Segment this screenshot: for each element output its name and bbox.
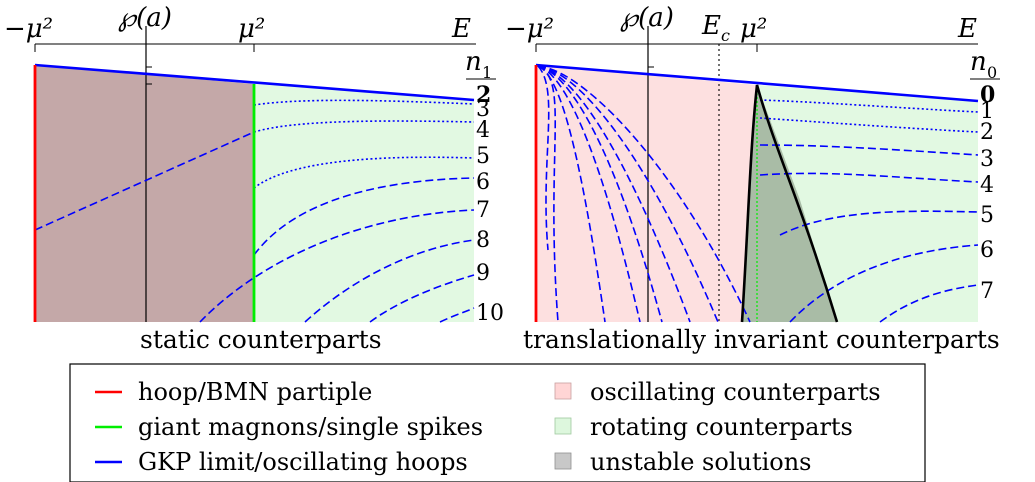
curve-n10: [439, 307, 475, 323]
fan-curve: [537, 65, 559, 323]
right-panel: −μ² ℘(a) E c μ² E n 0 0 1 2 3 4 5 6 7 tr…: [505, 3, 1000, 354]
oscillating-region: [536, 65, 757, 322]
legend-green-patch: [554, 417, 572, 435]
n-label: 7: [980, 279, 994, 304]
left-panel: −μ² ℘(a) μ² E n 1 2 3 4 5 6 7 8 9 10 sta…: [4, 3, 504, 354]
rotating-region: [254, 84, 474, 322]
label-n-sub-left: 1: [482, 63, 492, 82]
legend-gray-patch: [554, 452, 572, 470]
fan-curve: [537, 65, 663, 323]
curve-n9: [369, 274, 475, 323]
n-label: 8: [476, 228, 490, 253]
curve-n4: [253, 120, 475, 133]
caption-right: translationally invariant counterparts: [523, 325, 1000, 354]
label-Ec: E: [701, 11, 721, 41]
label-n-sub-right: 0: [987, 63, 997, 82]
curve-n5: [779, 210, 979, 236]
legend-giant-magnon-label: giant magnons/single spikes: [138, 413, 483, 441]
static-region: [35, 65, 254, 322]
legend: hoop/BMN partiple giant magnons/single s…: [69, 363, 926, 482]
label-neg-mu2-right: −μ²: [505, 14, 554, 44]
fan-curve: [537, 65, 691, 323]
curve-n3: [759, 144, 979, 156]
legend-unstable-label: unstable solutions: [590, 448, 812, 476]
n-label: 7: [476, 198, 490, 223]
legend-oscillating-label: oscillating counterparts: [590, 378, 881, 406]
label-neg-mu2-left: −μ²: [4, 14, 53, 44]
label-n-right: n: [970, 47, 987, 77]
n-label: 2: [476, 82, 491, 108]
label-wp-a-right: ℘(a): [620, 3, 674, 33]
curve-n3: [253, 99, 475, 106]
n-label: 3: [980, 147, 994, 172]
n-label: 0: [980, 82, 995, 108]
legend-gkp-label: GKP limit/oscillating hoops: [138, 448, 468, 476]
label-n-left: n: [465, 47, 482, 77]
fan-curve: [537, 65, 719, 323]
left-n-labels: 2 3 4 5 6 7 8 9 10: [476, 82, 504, 326]
n-label: 9: [476, 261, 490, 286]
label-E-right: E: [957, 14, 977, 44]
legend-pink-swatch: [554, 382, 572, 400]
n-label: 4: [476, 118, 490, 143]
gkp-line-right: [535, 63, 979, 103]
n-label: 5: [980, 203, 994, 228]
caption-left: static counterparts: [140, 325, 382, 354]
curve-n8: [304, 239, 475, 323]
curve-n5: [253, 156, 475, 189]
curve-n6: [789, 244, 979, 323]
curve-n7: [199, 209, 475, 323]
curve-n7: [879, 284, 979, 323]
fan-curve: [537, 65, 641, 323]
unstable-boundary: [740, 84, 839, 323]
curve-n6: [253, 177, 475, 256]
n-label: 5: [476, 144, 490, 169]
legend-hoop-label: hoop/BMN partiple: [138, 378, 372, 406]
left-curves: [34, 99, 475, 323]
label-wp-a-left: ℘(a): [118, 3, 172, 33]
label-mu2-right: μ²: [740, 14, 767, 44]
curve-n2: [759, 117, 979, 133]
curve-n1: [759, 99, 979, 113]
label-E-left: E: [451, 14, 471, 44]
legend-rotating-label: rotating counterparts: [590, 413, 853, 441]
n-label: 4: [980, 173, 994, 198]
n-label: 10: [476, 301, 504, 326]
fan-curve: [537, 65, 751, 323]
n-label: 3: [476, 97, 490, 122]
n-label: 6: [980, 238, 994, 263]
fan-curve: [537, 65, 606, 323]
n-label: 1: [980, 99, 994, 124]
n-label: 2: [980, 120, 994, 145]
right-fan-curves: [537, 65, 751, 323]
legend-box: [69, 363, 926, 482]
label-mu2-left: μ²: [238, 14, 265, 44]
curve-n2: [34, 131, 255, 231]
right-n-labels: 0 1 2 3 4 5 6 7: [980, 82, 995, 304]
gkp-line-left: [34, 63, 475, 102]
fan-curve: [537, 65, 550, 251]
n-label: 6: [476, 170, 490, 195]
label-Ec-sub: c: [721, 26, 730, 45]
